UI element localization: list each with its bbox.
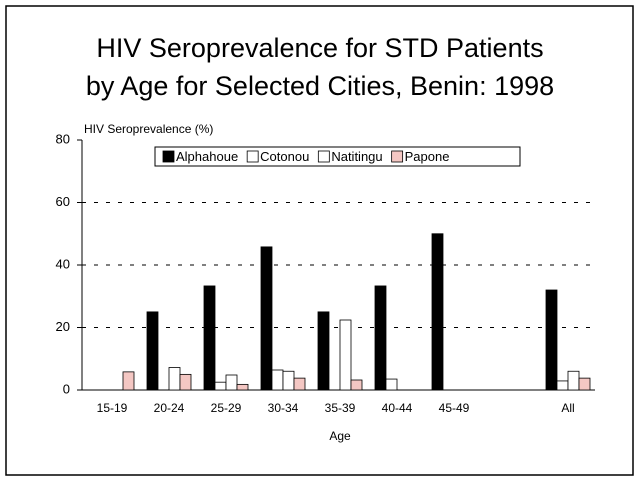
bar	[431, 233, 444, 391]
legend-box	[154, 146, 521, 167]
legend-swatch	[317, 150, 330, 163]
x-tick-label: 15-19	[97, 401, 128, 415]
chart-title: HIV Seroprevalence for STD Patients	[96, 33, 543, 63]
bar	[350, 379, 363, 391]
legend-swatch	[246, 150, 259, 163]
x-tick-label: 45-49	[439, 401, 470, 415]
x-tick-label: 20-24	[154, 401, 185, 415]
legend-label: Papone	[405, 149, 450, 164]
legend-label: Natitingu	[331, 149, 382, 164]
bar	[236, 383, 249, 391]
y-tick-label: 20	[56, 319, 70, 334]
bar	[385, 378, 398, 391]
bar	[225, 374, 238, 391]
x-tick-label: 35-39	[325, 401, 356, 415]
legend-label: Alphahoue	[176, 149, 238, 164]
x-axis-label: Age	[329, 429, 351, 443]
bar	[122, 371, 135, 391]
bar	[545, 289, 558, 391]
bar	[271, 369, 284, 391]
legend-swatch	[162, 150, 175, 163]
bar	[578, 377, 591, 391]
bar	[168, 367, 181, 391]
bar	[556, 380, 569, 391]
bar	[260, 246, 273, 391]
legend-swatch	[391, 150, 404, 163]
x-tick-label: All	[561, 401, 574, 415]
bar	[146, 311, 159, 391]
legend-label: Cotonou	[260, 149, 309, 164]
bar	[317, 311, 330, 391]
y-axis-label: HIV Seroprevalence (%)	[84, 122, 213, 136]
bar	[567, 370, 580, 391]
bar	[374, 285, 387, 391]
bar	[293, 377, 306, 391]
y-tick-label: 60	[56, 194, 70, 209]
x-tick-label: 40-44	[382, 401, 413, 415]
y-tick-label: 40	[56, 256, 70, 271]
slide-border	[5, 5, 634, 476]
chart-title: by Age for Selected Cities, Benin: 1998	[86, 71, 554, 101]
bar	[179, 373, 192, 391]
x-tick-label: 30-34	[268, 401, 299, 415]
x-tick-label: 25-29	[211, 401, 242, 415]
bar	[282, 370, 295, 391]
bar	[339, 319, 352, 391]
y-tick-label: 80	[56, 131, 70, 146]
bar	[214, 381, 227, 391]
bar	[203, 285, 216, 391]
y-tick-label: 0	[63, 381, 70, 396]
